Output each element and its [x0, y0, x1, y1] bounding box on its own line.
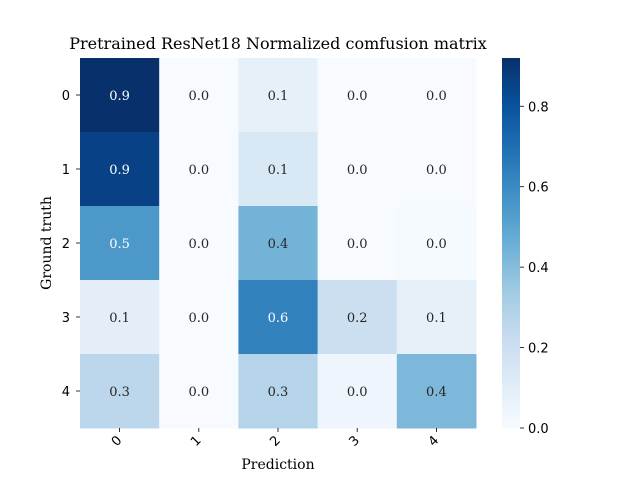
heatmap-cells	[80, 58, 477, 429]
cell-label-r3-c4: 0.1	[426, 311, 447, 326]
x-tick-label-2: 2	[267, 433, 283, 449]
cell-label-r2-c0: 0.5	[109, 237, 130, 252]
cell-label-r2-c1: 0.0	[188, 237, 209, 252]
cell-label-r1-c3: 0.0	[347, 163, 368, 178]
cell-label-r3-c3: 0.2	[347, 311, 368, 326]
cell-label-r1-c2: 0.1	[268, 163, 289, 178]
x-tick-label-4: 4	[426, 433, 442, 449]
cell-label-r4-c0: 0.3	[109, 385, 130, 400]
cell-label-r2-c4: 0.0	[426, 237, 447, 252]
heatmap-cell-r2-c4	[396, 206, 477, 281]
x-tick-label-1: 1	[188, 433, 204, 449]
colorbar-tick-label-0: 0.0	[528, 422, 549, 437]
heatmap-cell-r0-c3	[317, 58, 398, 133]
cell-label-r2-c3: 0.0	[347, 237, 368, 252]
y-tick-label-1: 1	[62, 163, 70, 178]
cell-label-r4-c2: 0.3	[268, 385, 289, 400]
heatmap-cell-r3-c1	[159, 280, 239, 355]
cell-label-r0-c4: 0.0	[426, 89, 447, 104]
y-tick-label-3: 3	[62, 311, 70, 326]
y-axis-label: Ground truth	[39, 196, 55, 290]
heatmap-cell-r1-c2	[238, 132, 319, 207]
heatmap-cell-r2-c0	[80, 206, 160, 281]
y-tick-label-0: 0	[62, 89, 70, 104]
heatmap-cell-r4-c2	[238, 354, 319, 429]
heatmap-cell-r1-c3	[317, 132, 398, 207]
y-axis-ticks: 0 1 2 3 4	[62, 89, 80, 400]
colorbar-tick-label-3: 0.6	[528, 181, 549, 196]
cell-label-r3-c0: 0.1	[109, 311, 130, 326]
cell-label-r4-c1: 0.0	[188, 385, 209, 400]
heatmap-cell-r4-c1	[159, 354, 239, 429]
heatmap-cell-r2-c1	[159, 206, 239, 281]
heatmap-cell-r4-c0	[80, 354, 160, 429]
heatmap-cell-r3-c2	[238, 280, 319, 355]
cell-label-r0-c1: 0.0	[188, 89, 209, 104]
heatmap-cell-r1-c1	[159, 132, 239, 207]
heatmap-cell-r2-c3	[317, 206, 398, 281]
heatmap-cell-r1-c0	[80, 132, 160, 207]
cell-label-r2-c2: 0.4	[268, 237, 289, 252]
heatmap-cell-r1-c4	[396, 132, 477, 207]
chart-title: Pretrained ResNet18 Normalized comfusion…	[69, 34, 487, 53]
x-tick-label-3: 3	[346, 433, 362, 449]
colorbar-ticks: 0.0 0.2 0.4 0.6 0.8	[520, 100, 549, 437]
heatmap-cell-r0-c0	[80, 58, 160, 133]
heatmap-cell-labels: 0.9 0.0 0.1 0.0 0.0 0.9 0.0 0.1 0.0 0.0 0.5 0.0 0.4 0…	[109, 89, 446, 400]
cell-label-r4-c4: 0.4	[426, 385, 447, 400]
cell-label-r0-c0: 0.9	[109, 89, 130, 104]
heatmap-cell-r3-c3	[317, 280, 398, 355]
heatmap-cell-r0-c4	[396, 58, 477, 133]
colorbar-tick-label-4: 0.8	[528, 100, 549, 115]
x-axis-ticks: 0 1 2 3 4	[109, 428, 442, 450]
heatmap-cell-r0-c2	[238, 58, 319, 133]
x-tick-label-0: 0	[109, 433, 125, 449]
cell-label-r1-c1: 0.0	[188, 163, 209, 178]
cell-label-r0-c2: 0.1	[268, 89, 289, 104]
colorbar	[502, 58, 520, 428]
cell-label-r4-c3: 0.0	[347, 385, 368, 400]
colorbar-tick-label-1: 0.2	[528, 342, 549, 357]
colorbar-tick-label-2: 0.4	[528, 261, 549, 276]
cell-label-r1-c4: 0.0	[426, 163, 447, 178]
heatmap-cell-r3-c0	[80, 280, 160, 355]
heatmap-cell-r0-c1	[159, 58, 239, 133]
heatmap-cell-r4-c3	[317, 354, 398, 429]
heatmap-cell-r4-c4	[396, 354, 477, 429]
heatmap-cell-r2-c2	[238, 206, 319, 281]
cell-label-r3-c2: 0.6	[268, 311, 289, 326]
y-tick-label-4: 4	[62, 385, 70, 400]
y-tick-label-2: 2	[62, 237, 70, 252]
cell-label-r1-c0: 0.9	[109, 163, 130, 178]
heatmap-cell-r3-c4	[396, 280, 477, 355]
cell-label-r0-c3: 0.0	[347, 89, 368, 104]
cell-label-r3-c1: 0.0	[188, 311, 209, 326]
x-axis-label: Prediction	[241, 457, 314, 473]
